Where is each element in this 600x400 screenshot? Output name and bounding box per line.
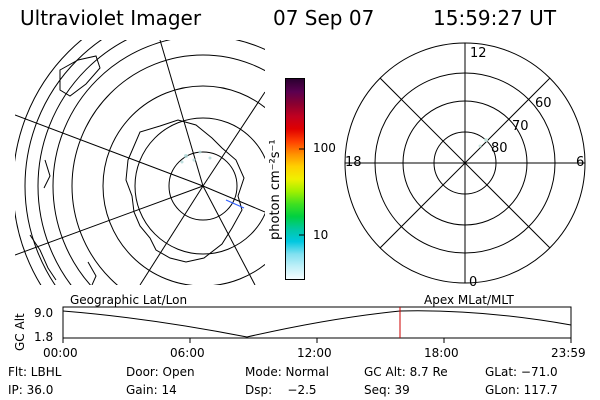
date-label: 07 Sep 07 (273, 6, 375, 30)
door-status: Door: Open (126, 365, 195, 379)
time-label: 15:59:27 UT (433, 6, 557, 30)
seq-status: Seq: 39 (364, 383, 410, 397)
altitude-curve (62, 310, 572, 338)
glat-status: GLat: −71.0 (485, 365, 558, 379)
timeline-ytick: 1.8 (34, 330, 54, 344)
timeline-xtick: 23:59 (551, 346, 586, 360)
gain-status: Gain: 14 (126, 383, 177, 397)
mlt-label-dawn: 6 (576, 155, 585, 170)
instrument-title: Ultraviolet Imager (20, 6, 202, 30)
timeline-xtick: 18:00 (424, 346, 459, 360)
mlt-label-midnight: 0 (469, 275, 478, 290)
colorbar (285, 78, 305, 280)
colorbar-tick-label: 10 (313, 228, 329, 242)
filter-status: Flt: LBHL (8, 365, 62, 379)
mlt-label-dusk: 18 (345, 155, 362, 170)
lat-label: 70 (512, 119, 529, 134)
mode-status: Mode: Normal (245, 365, 329, 379)
timeline-xtick: 12:00 (297, 346, 332, 360)
timeline-xtick: 00:00 (43, 346, 78, 360)
lat-label: 60 (535, 96, 552, 111)
dsp-status: Dsp: −2.5 (245, 383, 317, 397)
lat-label: 80 (491, 141, 508, 156)
timeline-ytick: 9.0 (34, 306, 54, 320)
colorbar-tick-label: 100 (313, 141, 336, 155)
geographic-label: Geographic Lat/Lon (70, 293, 188, 307)
ip-status: IP: 36.0 (8, 383, 54, 397)
timeline-xtick: 06:00 (170, 346, 205, 360)
gc-alt-status: GC Alt: 8.7 Re (364, 365, 448, 379)
apex-label: Apex MLat/MLT (424, 293, 514, 307)
mlt-label-noon: 12 (470, 46, 487, 61)
glon-status: GLon: 117.7 (485, 383, 558, 397)
colorbar-ticks (299, 148, 305, 236)
